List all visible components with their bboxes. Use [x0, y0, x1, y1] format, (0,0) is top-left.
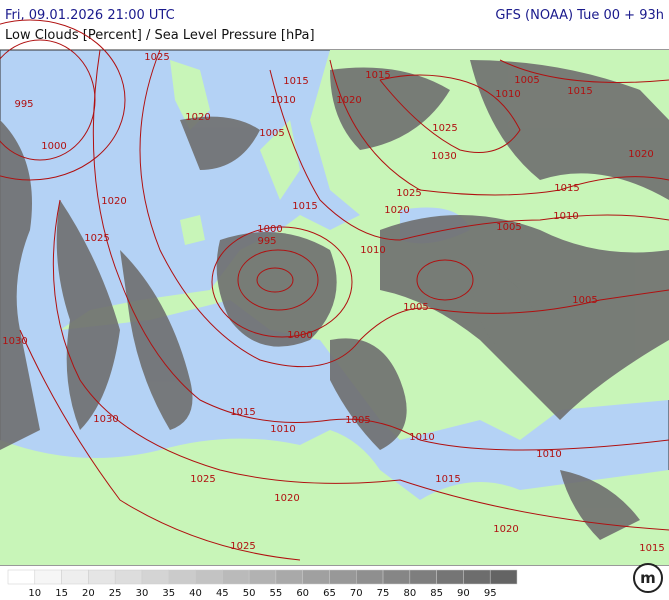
legend-label: 80	[403, 588, 416, 599]
isobar-label: 1020	[384, 205, 409, 216]
legend-swatch	[168, 569, 196, 585]
legend-label: 85	[430, 588, 443, 599]
legend: 10 15 20 25 30 35 40 45 50 55 60 65 70 75 80 85 90 95	[7, 569, 518, 599]
legend-swatch	[329, 569, 357, 585]
isobar-label: 1020	[101, 196, 126, 207]
isobar-label: 1015	[292, 201, 317, 212]
legend-swatch	[248, 569, 277, 585]
isobar-label: 1000	[257, 224, 282, 235]
isobar-label: 1025	[190, 474, 215, 485]
logo: m	[640, 569, 656, 587]
isobar-label: 1030	[93, 414, 118, 425]
model-run: GFS (NOAA) Tue 00 + 93h	[495, 8, 664, 23]
legend-swatch	[275, 569, 303, 585]
isobar-label: 1025	[84, 233, 109, 244]
isobar-label: 1005	[572, 295, 597, 306]
isobar-label: 1015	[230, 407, 255, 418]
isobar-label: 1005	[496, 222, 521, 233]
legend-swatch	[436, 569, 464, 585]
subtitle: Low Clouds [Percent] / Sea Level Pressur…	[5, 28, 315, 43]
legend-swatch	[114, 569, 143, 585]
legend-label: 15	[55, 588, 68, 599]
legend-label: 95	[484, 588, 497, 599]
isobar-label: 1025	[396, 188, 421, 199]
legend-swatch	[195, 569, 223, 585]
legend-swatch	[489, 569, 518, 585]
isobar-label: 1015	[567, 86, 592, 97]
legend-label: 50	[243, 588, 256, 599]
logo-ring	[633, 563, 663, 593]
legend-label: 75	[377, 588, 390, 599]
isobar-label: 1025	[144, 52, 169, 63]
isobar-label: 1015	[365, 70, 390, 81]
legend-swatch	[409, 569, 437, 585]
isobar-label: 1000	[287, 330, 312, 341]
legend-label: 10	[28, 588, 41, 599]
legend-swatch	[34, 569, 62, 585]
legend-label: 20	[82, 588, 95, 599]
legend-label: 25	[109, 588, 122, 599]
isobar-label: 1005	[259, 128, 284, 139]
isobar-label: 1010	[270, 95, 295, 106]
isobar-label: 1015	[554, 183, 579, 194]
legend-swatch	[222, 569, 250, 585]
legend-label: 45	[216, 588, 229, 599]
isobar-label: 1010	[553, 211, 578, 222]
isobar-label: 1025	[432, 123, 457, 134]
isobar-label: 1020	[336, 95, 361, 106]
isobar-label: 1010	[409, 432, 434, 443]
legend-label: 70	[350, 588, 363, 599]
isobar-label: 1015	[639, 543, 664, 554]
legend-swatch	[463, 569, 491, 585]
isobar-label: 1015	[283, 76, 308, 87]
legend-label: 35	[162, 588, 175, 599]
isobar-label: 1020	[185, 112, 210, 123]
isobar-label: 1030	[2, 336, 27, 347]
isobar-label: 1010	[495, 89, 520, 100]
legend-swatch	[382, 569, 411, 585]
map: 1025 995 1020 1000 1015 1010 1015 1020 1005 1005 1…	[0, 19, 669, 566]
isobar-label: 1010	[360, 245, 385, 256]
isobar-label: 1005	[514, 75, 539, 86]
isobar-label: 1020	[628, 149, 653, 160]
legend-label: 65	[323, 588, 336, 599]
land-africa	[0, 430, 669, 565]
legend-swatch	[7, 569, 36, 585]
isobar-label: 1030	[431, 151, 456, 162]
legend-swatch	[356, 569, 384, 585]
isobar-label: 1020	[493, 524, 518, 535]
legend-label: 55	[270, 588, 283, 599]
isobar-label: 1010	[536, 449, 561, 460]
isobar-label: 1025	[230, 541, 255, 552]
legend-swatch	[302, 569, 330, 585]
isobar-label: 995	[257, 236, 276, 247]
isobars	[0, 19, 669, 561]
legend-label: 40	[189, 588, 202, 599]
land-islands	[170, 60, 300, 245]
isobar-label: 1015	[435, 474, 460, 485]
isobar-label: 1000	[41, 141, 66, 152]
legend-label: 30	[136, 588, 149, 599]
legend-swatch	[88, 569, 116, 585]
isobar-label: 995	[14, 99, 33, 110]
legend-swatch	[141, 569, 169, 585]
isobar-label: 1005	[403, 302, 428, 313]
legend-label: 60	[296, 588, 309, 599]
isobar-label: 1010	[270, 424, 295, 435]
isobar-label: 1020	[274, 493, 299, 504]
isobar-label: 1005	[345, 415, 370, 426]
legend-swatch	[61, 569, 89, 585]
datetime: Fri, 09.01.2026 21:00 UTC	[5, 8, 175, 23]
legend-label: 90	[457, 588, 470, 599]
